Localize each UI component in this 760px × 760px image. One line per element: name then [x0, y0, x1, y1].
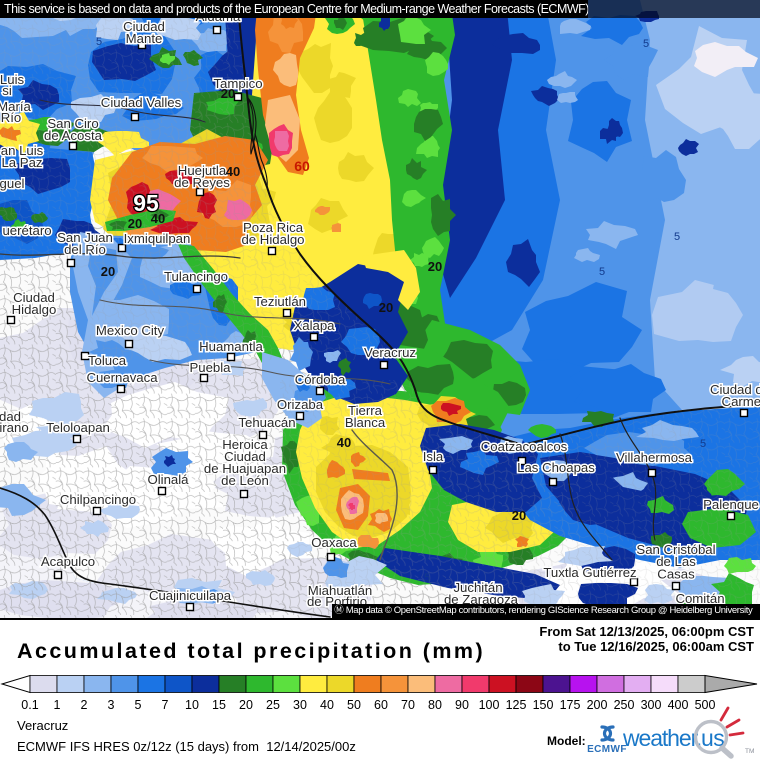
svg-text:Juchitán: Juchitán: [453, 580, 502, 595]
svg-text:Oaxaca: Oaxaca: [311, 535, 357, 550]
svg-text:Chilpancingo: Chilpancingo: [60, 492, 136, 507]
svg-text:Ciudad de: Ciudad de: [710, 382, 760, 397]
svg-text:Villahermosa: Villahermosa: [616, 450, 693, 465]
svg-text:San Cristóbal: San Cristóbal: [636, 542, 715, 557]
svg-text:20: 20: [379, 300, 393, 315]
svg-text:de Huajuapan: de Huajuapan: [204, 461, 286, 476]
svg-text:Mexico City: Mexico City: [96, 323, 165, 338]
svg-text:Isla: Isla: [423, 449, 444, 464]
svg-text:del Río: del Río: [64, 242, 106, 257]
svg-text:guel: guel: [0, 176, 25, 191]
svg-text:Miahuatlán: Miahuatlán: [308, 583, 373, 598]
svg-text:Río: Río: [1, 110, 22, 125]
svg-text:de Acosta: de Acosta: [44, 128, 103, 143]
svg-text:us: us: [701, 725, 724, 751]
svg-text:si: si: [2, 83, 12, 98]
svg-text:40: 40: [151, 211, 165, 226]
svg-text:20: 20: [101, 264, 115, 279]
svg-text:5: 5: [424, 572, 430, 584]
svg-text:Tampico: Tampico: [213, 76, 262, 91]
svg-text:5: 5: [674, 231, 680, 243]
svg-text:Tuxtla Gutiérrez: Tuxtla Gutiérrez: [543, 565, 636, 580]
svg-text:Veracruz: Veracruz: [364, 345, 416, 360]
svg-text:Huamantla: Huamantla: [199, 339, 263, 354]
svg-text:Toluca: Toluca: [88, 353, 127, 368]
svg-text:irano: irano: [0, 420, 29, 435]
svg-text:5: 5: [700, 438, 706, 450]
svg-text:de Las: de Las: [656, 554, 696, 569]
svg-text:Mante: Mante: [126, 31, 163, 46]
svg-text:Carmen: Carmen: [722, 394, 760, 409]
svg-text:95: 95: [133, 190, 159, 216]
svg-text:Blanca: Blanca: [345, 415, 386, 430]
svg-text:Poza Rica: Poza Rica: [243, 220, 304, 235]
svg-text:Huejutla: Huejutla: [178, 163, 227, 178]
svg-text:Ciudad: Ciudad: [13, 290, 55, 305]
svg-text:Coatzacoalcos: Coatzacoalcos: [481, 439, 568, 454]
svg-text:Teloloapan: Teloloapan: [46, 420, 110, 435]
svg-text:20: 20: [221, 86, 235, 101]
svg-text:Las Choapas: Las Choapas: [517, 460, 595, 475]
svg-text:60: 60: [294, 158, 310, 174]
svg-text:40: 40: [337, 435, 351, 450]
svg-text:Cuernavaca: Cuernavaca: [86, 370, 158, 385]
svg-text:San Juan: San Juan: [57, 230, 113, 245]
svg-text:de Reyes: de Reyes: [174, 175, 230, 190]
svg-text:20: 20: [428, 259, 442, 274]
svg-text:María: María: [0, 99, 32, 114]
svg-text:dad: dad: [0, 409, 21, 424]
svg-text:Olinalá: Olinalá: [147, 472, 189, 487]
svg-text:Xalapa: Xalapa: [293, 318, 335, 333]
svg-text:de Hidalgo: de Hidalgo: [241, 232, 304, 247]
svg-text:San Ciro: San Ciro: [47, 116, 98, 131]
svg-text:uerétaro: uerétaro: [2, 223, 51, 238]
svg-text:Heroica: Heroica: [222, 437, 268, 452]
svg-text:Luis: Luis: [0, 72, 24, 87]
svg-text:Tehuacán: Tehuacán: [238, 415, 295, 430]
svg-text:20: 20: [128, 216, 142, 231]
svg-text:5: 5: [599, 266, 605, 278]
svg-text:TM: TM: [745, 748, 754, 755]
svg-text:Cuajinicuilapa: Cuajinicuilapa: [149, 588, 232, 603]
svg-text:Palenque: Palenque: [703, 497, 759, 512]
svg-text:ECMWF: ECMWF: [587, 744, 627, 755]
svg-text:de León: de León: [221, 473, 269, 488]
svg-text:20: 20: [512, 508, 526, 523]
svg-text:Comitán: Comitán: [675, 591, 724, 606]
svg-text:an Luis: an Luis: [1, 143, 44, 158]
svg-text:Hidalgo: Hidalgo: [12, 302, 57, 317]
svg-text:Puebla: Puebla: [189, 360, 231, 375]
svg-text:Acapulco: Acapulco: [41, 554, 95, 569]
svg-text:5: 5: [96, 36, 102, 48]
svg-text:5: 5: [643, 38, 649, 50]
svg-text:Tierra: Tierra: [348, 403, 383, 418]
svg-text:Tulancingo: Tulancingo: [164, 269, 228, 284]
svg-text:40: 40: [226, 164, 240, 179]
svg-text:La Paz: La Paz: [1, 155, 42, 170]
svg-text:Ixmiquilpan: Ixmiquilpan: [124, 231, 191, 246]
svg-text:Ciudad: Ciudad: [224, 449, 266, 464]
svg-text:Teziutlán: Teziutlán: [254, 294, 306, 309]
svg-text:Córdoba: Córdoba: [295, 372, 346, 387]
svg-text:Ciudad Valles: Ciudad Valles: [101, 95, 182, 110]
svg-text:Casas: Casas: [657, 566, 695, 581]
svg-text:Ciudad: Ciudad: [123, 19, 165, 34]
svg-text:weather.: weather.: [622, 725, 701, 751]
svg-text:Orizaba: Orizaba: [277, 397, 324, 412]
